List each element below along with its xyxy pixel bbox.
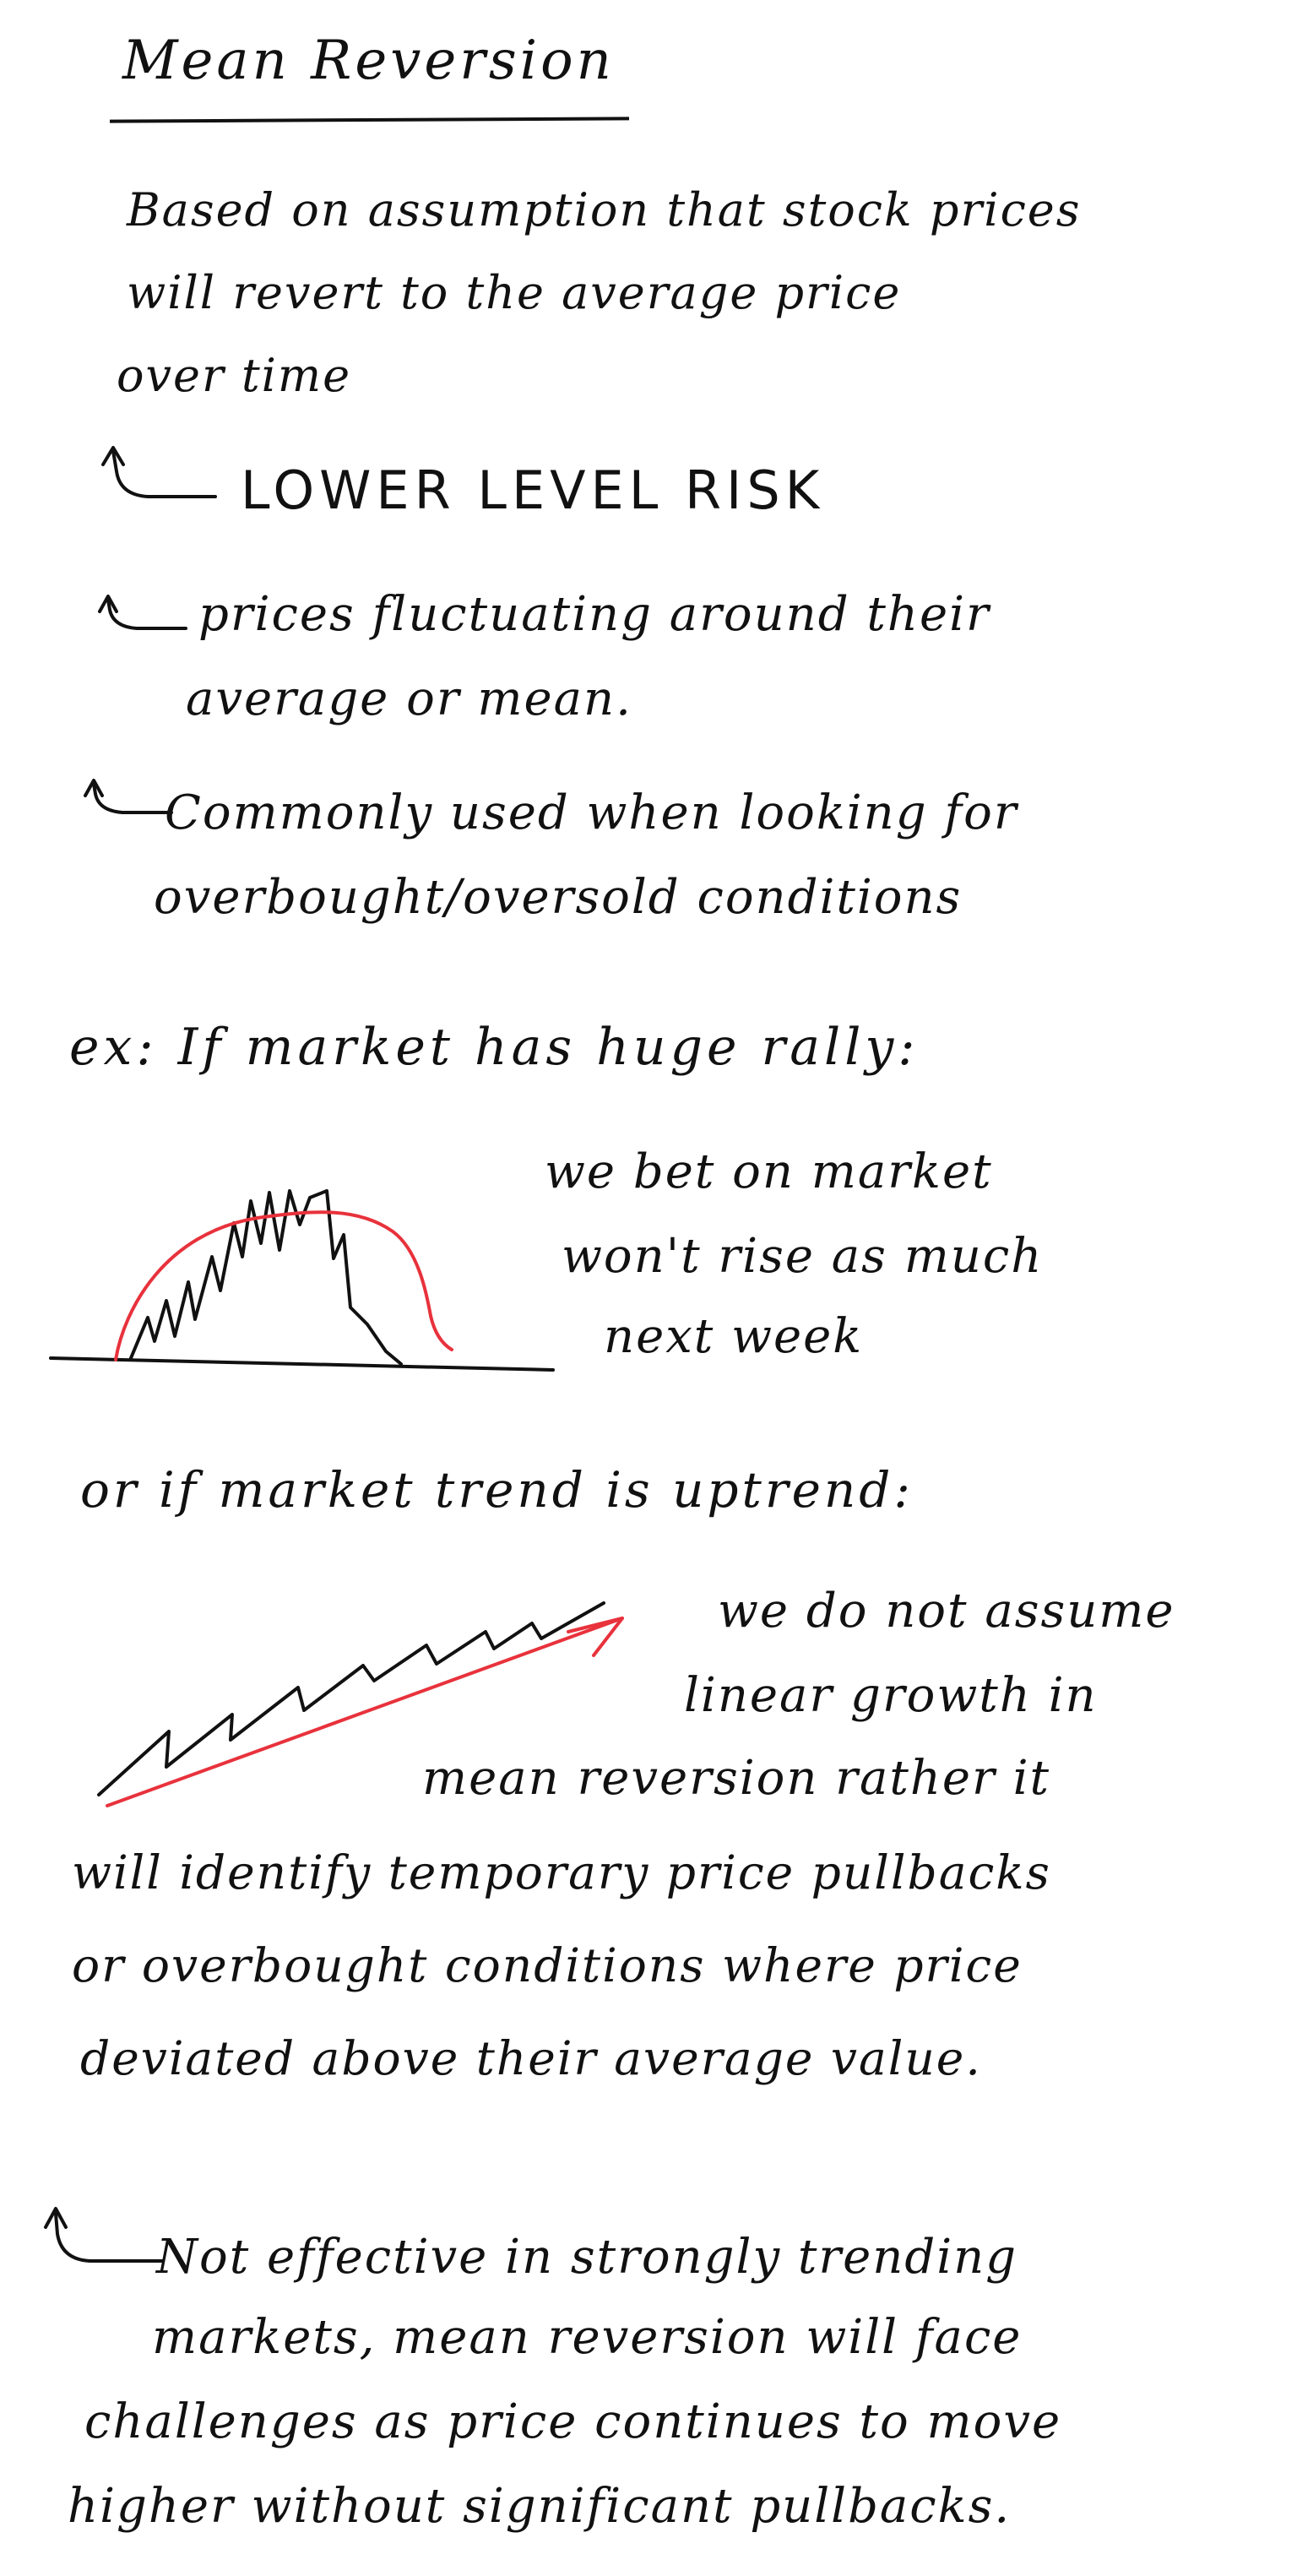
uptrend-heading: or if market trend is uptrend: xyxy=(80,1461,914,1519)
uptrend-sketch xyxy=(97,1601,624,1807)
page-title: Mean Reversion xyxy=(122,30,615,92)
uptrend-note-line-4: will identify temporary price pullbacks xyxy=(72,1845,1051,1899)
uptrend-note-line-1: we do not assume xyxy=(718,1584,1175,1639)
fluctuation-line-1: prices fluctuating around their xyxy=(198,587,990,642)
intro-line-3: over time xyxy=(117,349,352,402)
trending-note-line-1: Not effective in strongly trending xyxy=(156,2230,1018,2285)
hooked-arrow-icon xyxy=(44,2207,165,2263)
example-note-line-3: next week xyxy=(604,1309,864,1364)
hooked-arrow-icon xyxy=(84,779,173,814)
hooked-arrow-icon xyxy=(98,595,187,630)
hooked-arrow-icon xyxy=(101,446,217,498)
trending-note-line-2: markets, mean reversion will face xyxy=(152,2310,1023,2365)
common-use-line-2: overbought/oversold conditions xyxy=(154,870,963,925)
common-use-line-1: Commonly used when looking for xyxy=(165,785,1018,840)
uptrend-note-line-6: deviated above their average value. xyxy=(80,2031,982,2085)
title-underline xyxy=(109,117,630,123)
uptrend-note-line-3: mean reversion rather it xyxy=(422,1751,1051,1806)
example-note-line-1: we bet on market xyxy=(545,1144,993,1199)
fluctuation-line-2: average or mean. xyxy=(186,671,632,726)
rally-sketch xyxy=(49,1189,555,1372)
intro-line-2: will revert to the average price xyxy=(127,266,902,319)
trending-note-line-3: challenges as price continues to move xyxy=(84,2394,1062,2449)
uptrend-note-line-2: linear growth in xyxy=(684,1668,1098,1723)
trending-note-line-4: higher without significant pullbacks. xyxy=(68,2479,1012,2534)
risk-level-label: LOWER LEVEL RISK xyxy=(241,459,825,521)
intro-line-1: Based on assumption that stock prices xyxy=(127,183,1082,236)
example-heading: ex: If market has huge rally: xyxy=(69,1018,920,1077)
uptrend-note-line-5: or overbought conditions where price xyxy=(72,1938,1023,1992)
example-note-line-2: won't rise as much xyxy=(562,1229,1044,1284)
